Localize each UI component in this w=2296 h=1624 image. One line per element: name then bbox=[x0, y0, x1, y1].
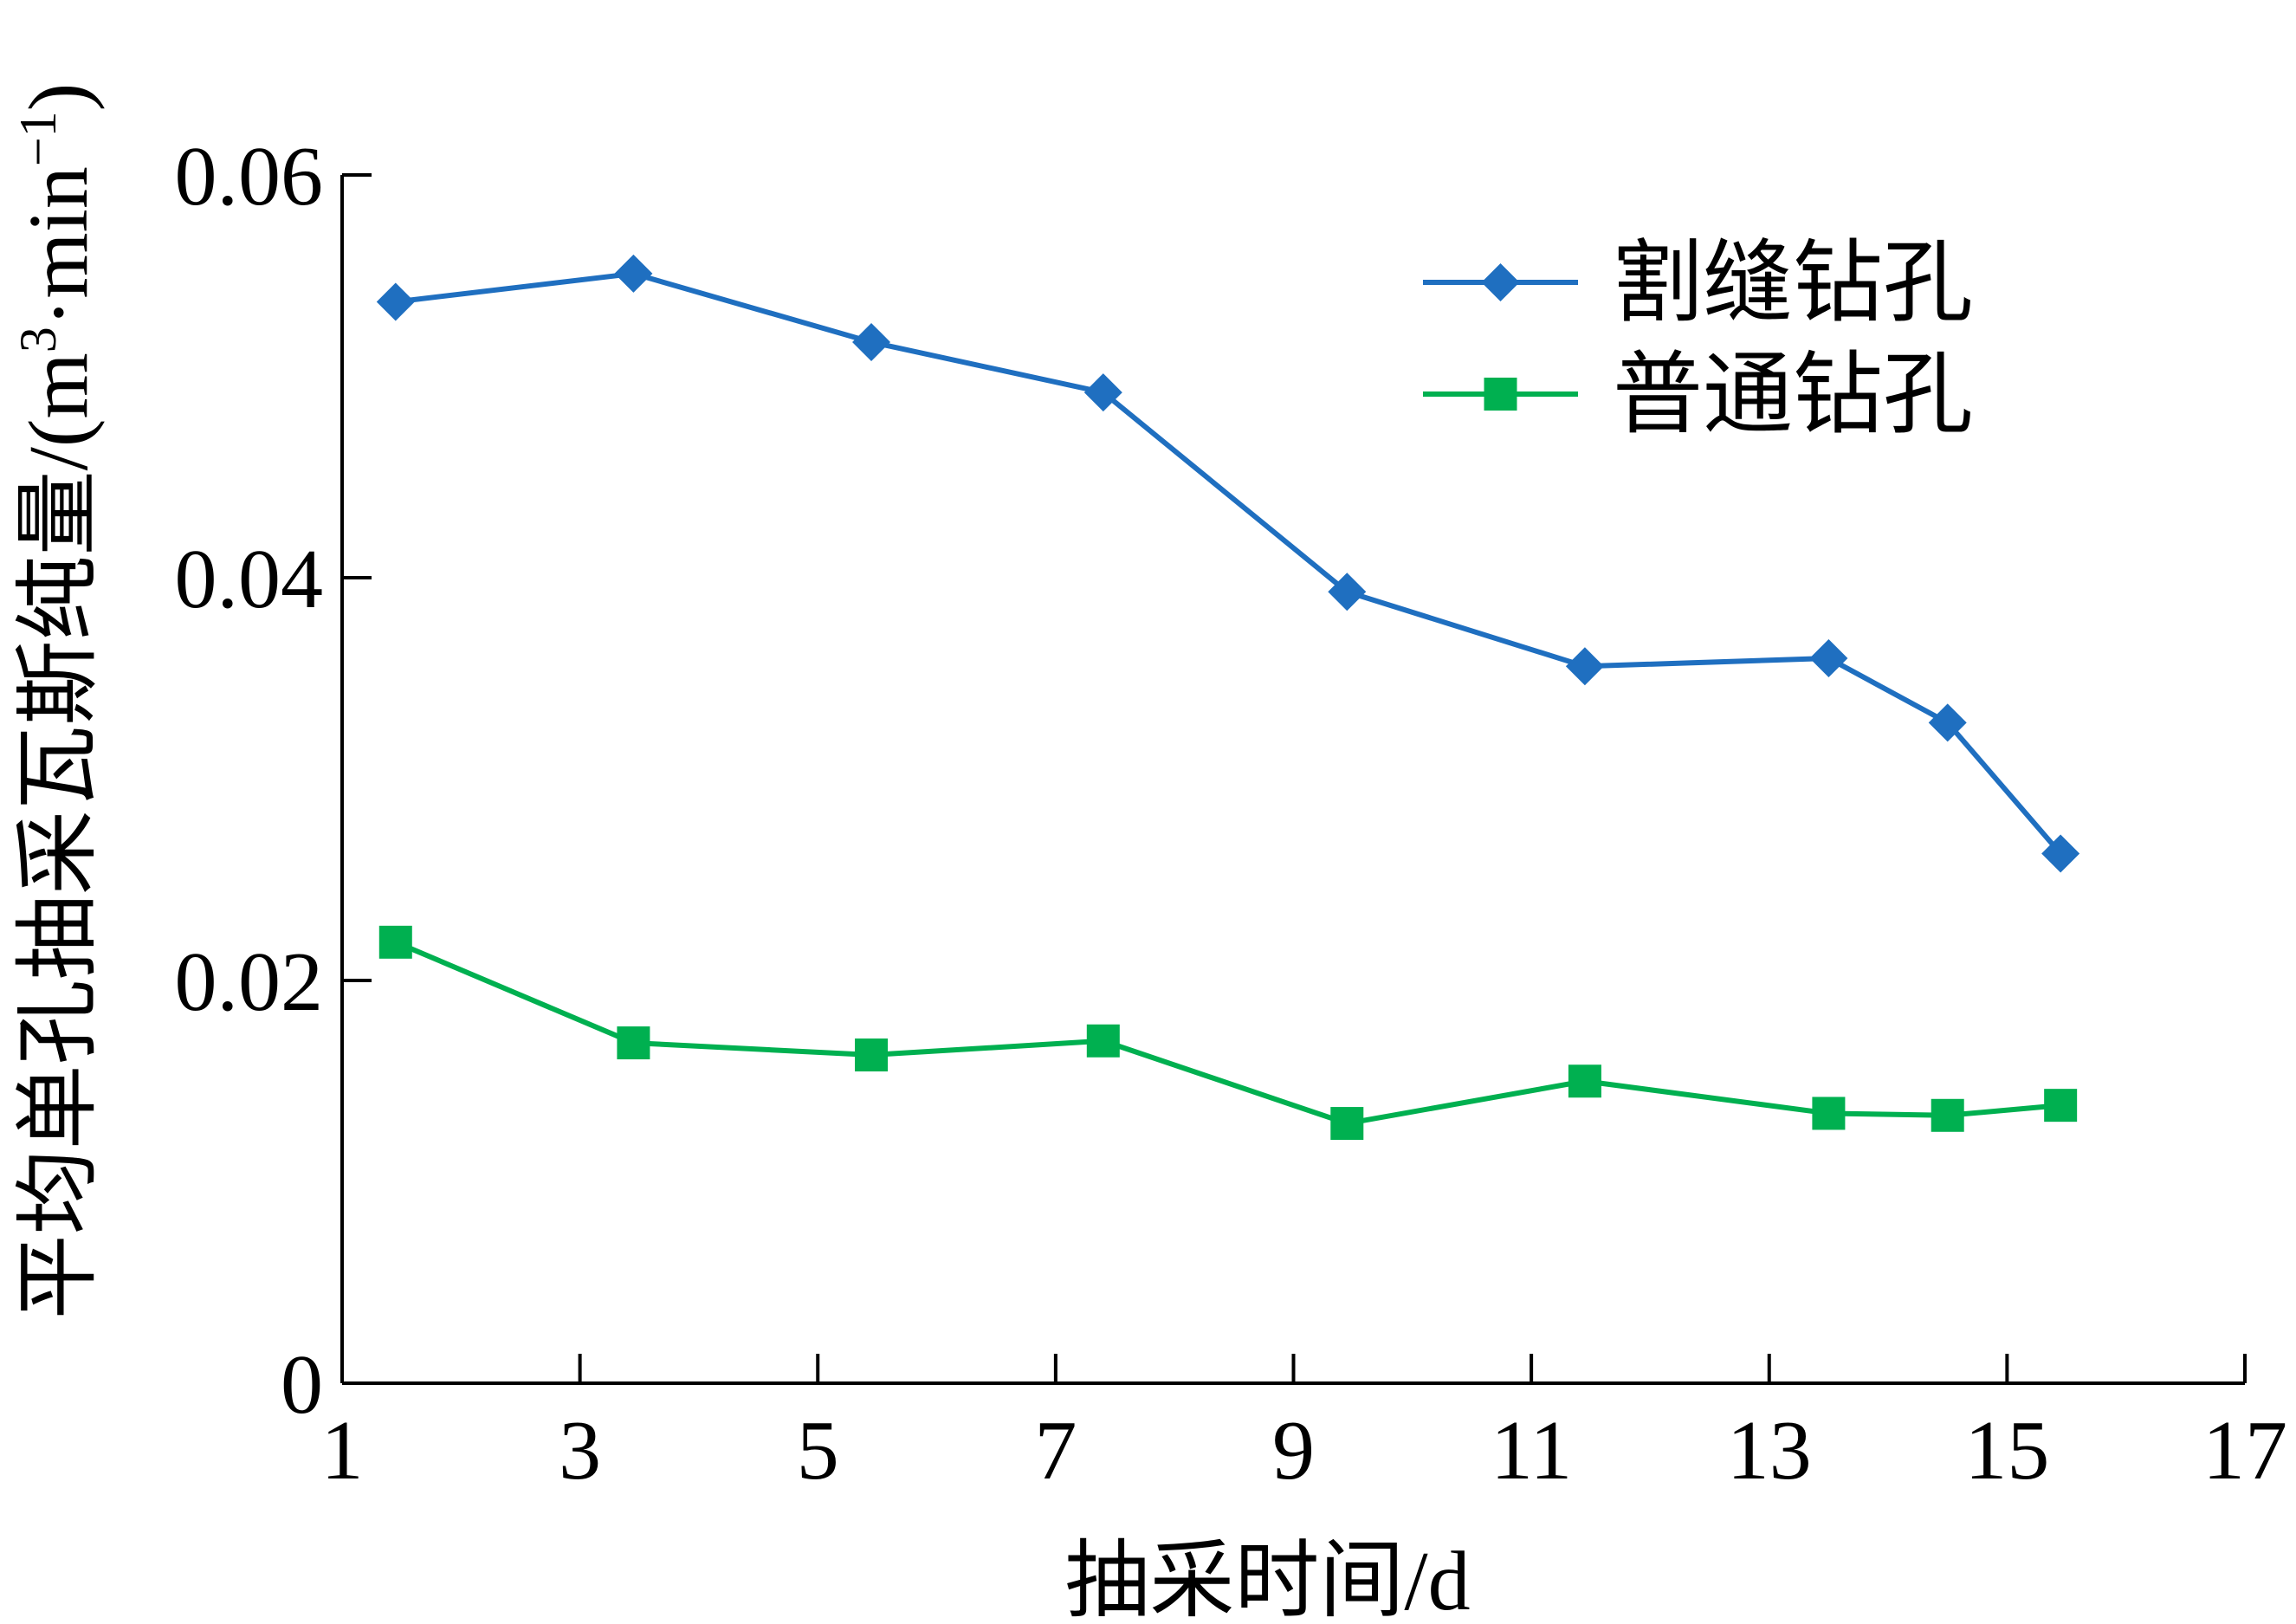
x-tick-label: 11 bbox=[1491, 1404, 1572, 1498]
data-point-diamond bbox=[1328, 573, 1367, 611]
y-axis-title: 平均单孔抽采瓦斯纯量/(m3·min−1) bbox=[10, 83, 106, 1320]
data-point-square bbox=[2044, 1089, 2078, 1123]
data-point-square bbox=[1812, 1097, 1846, 1130]
data-point-diamond bbox=[2041, 834, 2080, 873]
data-point-square bbox=[617, 1026, 650, 1060]
legend-label-2: 普通钻孔 bbox=[1613, 346, 1973, 445]
x-axis-title: 抽采时间/d bbox=[1064, 1535, 1470, 1624]
series-layer bbox=[376, 254, 2080, 1141]
y-ticks: 0 0.02 0.04 0.06 bbox=[175, 130, 372, 1432]
x-tick-label: 15 bbox=[1964, 1404, 2049, 1498]
y-axis-title-mid: ·min bbox=[12, 166, 106, 327]
data-point-square bbox=[855, 1038, 889, 1072]
data-point-diamond bbox=[1565, 647, 1604, 686]
data-point-square bbox=[1568, 1064, 1601, 1098]
data-point-diamond bbox=[1928, 703, 1967, 742]
data-point-square bbox=[378, 925, 412, 959]
data-point-diamond bbox=[1809, 639, 1848, 677]
x-tick-label: 9 bbox=[1272, 1404, 1315, 1498]
legend-marker-square bbox=[1484, 378, 1517, 411]
x-tick-label: 13 bbox=[1727, 1404, 1812, 1498]
y-axis-title-main: 平均单孔抽采瓦斯纯量/(m bbox=[12, 353, 106, 1319]
y-tick-label: 0 bbox=[281, 1338, 323, 1432]
y-axis-title-sup2: −1 bbox=[10, 111, 67, 166]
legend-marker-diamond bbox=[1481, 263, 1520, 301]
data-point-diamond bbox=[376, 282, 415, 321]
y-tick-label: 0.06 bbox=[175, 130, 324, 223]
legend-label-1: 割缝钻孔 bbox=[1613, 234, 1973, 333]
x-tick-label: 1 bbox=[321, 1404, 364, 1498]
data-point-diamond bbox=[614, 254, 653, 293]
x-tick-label: 3 bbox=[559, 1404, 601, 1498]
y-axis-title-sup1: 3 bbox=[10, 327, 67, 353]
data-point-square bbox=[1330, 1107, 1364, 1141]
x-tick-label: 5 bbox=[797, 1404, 839, 1498]
x-ticks: 1 3 5 7 9 11 13 15 17 bbox=[321, 1354, 2287, 1498]
y-axis-title-end: ) bbox=[12, 83, 106, 112]
data-point-square bbox=[1931, 1098, 1964, 1132]
y-tick-label: 0.02 bbox=[175, 935, 324, 1029]
x-tick-label: 17 bbox=[2202, 1404, 2287, 1498]
data-point-square bbox=[1086, 1024, 1120, 1058]
data-point-diamond bbox=[1083, 373, 1122, 412]
data-point-diamond bbox=[852, 322, 891, 361]
x-tick-label: 7 bbox=[1034, 1404, 1077, 1498]
y-tick-label: 0.04 bbox=[175, 533, 324, 626]
